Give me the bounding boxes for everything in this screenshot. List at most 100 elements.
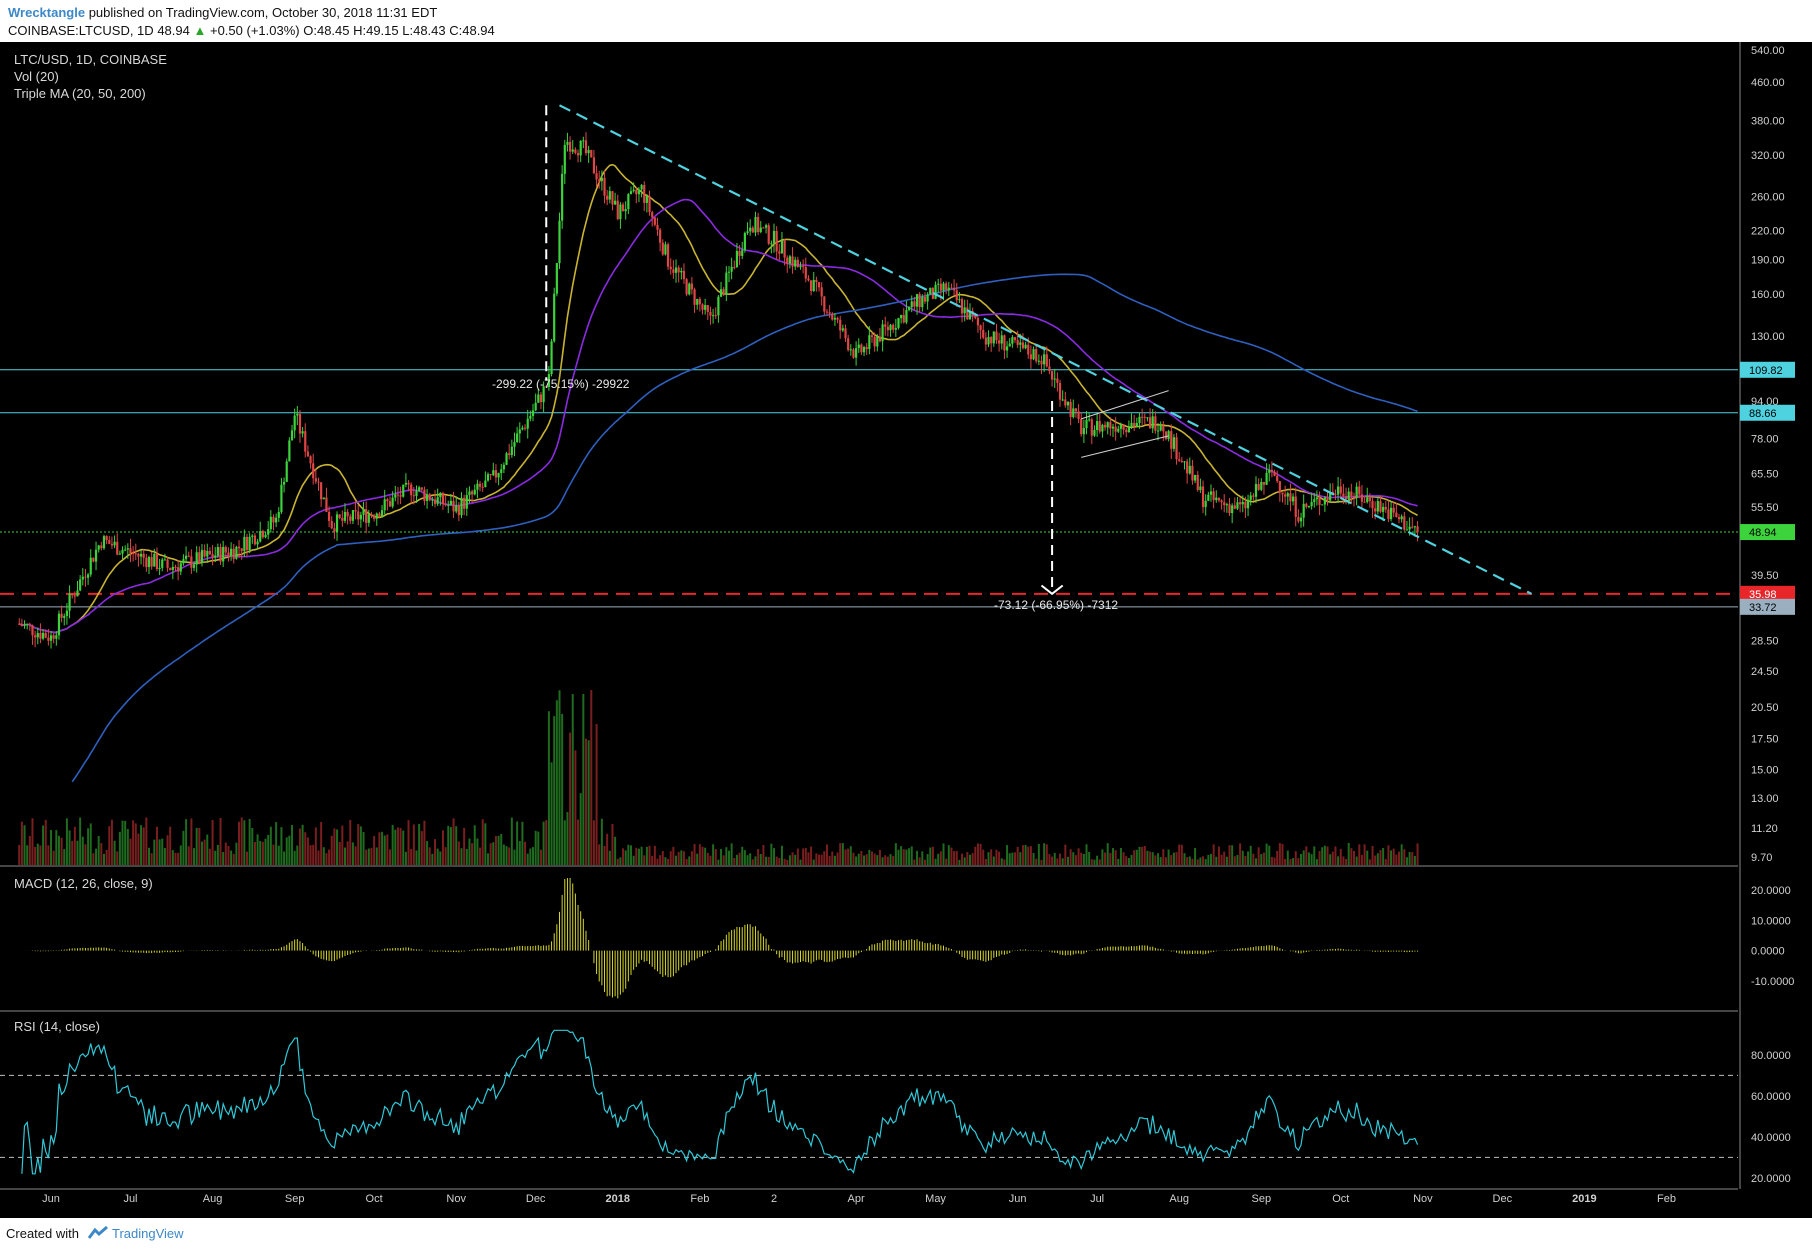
candle-body [1209,491,1213,495]
volume-bar [317,850,320,865]
volume-bar [298,828,301,865]
candle-body [441,492,445,504]
tradingview-brand-link[interactable]: TradingView [112,1226,184,1241]
candle-body [378,513,381,517]
volume-bar [1077,848,1080,865]
volume-bar [1133,850,1136,865]
candle-body [1344,496,1348,500]
volume-bar [42,825,45,865]
candle-body [301,431,304,434]
legend-symbol: LTC/USD, 1D, COINBASE [14,52,167,67]
candle-body [1196,474,1199,490]
candle-body [142,553,145,558]
volume-bar [137,833,140,865]
time-tick: Dec [1493,1193,1513,1205]
volume-bar [89,823,92,865]
volume-bar [81,836,84,865]
volume-bar [108,826,111,865]
candle-body [561,173,564,221]
volume-bar [116,851,119,865]
volume-bar [219,817,222,865]
candle-body [36,633,39,638]
candle-body [592,157,596,174]
volume-bar [1302,850,1305,865]
volume-bar [55,830,58,865]
volume-bar [259,840,262,865]
candle-body [563,144,566,174]
volume-bar [1172,852,1175,865]
volume-bar [1146,850,1149,865]
volume-bar [839,843,842,865]
volume-bar [370,847,373,865]
candle-body [325,497,328,512]
candle-body [1061,399,1064,401]
volume-bar [1289,859,1292,865]
volume-bar [240,817,243,865]
candle-body [635,189,638,195]
candle-body [1090,419,1093,436]
candle-body [1011,337,1014,344]
volume-bar [145,817,148,865]
candle-body [306,451,310,457]
volume-bar [579,793,582,865]
volume-bar [275,822,278,865]
volume-bar [738,852,741,865]
volume-bar [844,849,847,865]
price-tick: 220.00 [1751,225,1785,237]
volume-bar [892,856,895,865]
macd-title: MACD (12, 26, close, 9) [14,876,153,891]
volume-bar [990,849,993,865]
candle-body [494,470,498,478]
candle-body [1125,429,1128,433]
candle-body [918,294,921,308]
volume-bar [675,855,678,865]
volume-bar [452,818,455,865]
volume-bar [1276,851,1279,865]
volume-bar [359,826,362,865]
candle-body [960,299,964,314]
candle-body [375,513,378,519]
level-label: 48.94 [1749,527,1777,539]
volume-bar [1342,856,1345,865]
candle-body [224,546,227,553]
trend-drawings [545,104,1532,596]
volume-bar [672,846,675,865]
volume-bar [224,842,227,865]
volume-bar [471,843,474,865]
volume-bar [182,830,185,865]
volume-bar [1215,856,1218,865]
volume-bar [301,824,304,865]
volume-bar [386,834,389,865]
candle-body [849,349,852,351]
volume-bar [841,843,844,865]
volume-bar [404,851,407,865]
volume-bar [863,855,866,865]
volume-bar [476,838,479,865]
candle-body [460,497,463,516]
volume-bar [126,829,129,865]
candle-body [243,536,246,552]
candle-body [550,341,553,375]
candle-body [1050,371,1054,380]
volume-bar [1040,859,1043,865]
candle-body [1281,492,1284,495]
candle-body [921,296,924,308]
candle-body [52,635,55,639]
volume-bar [913,859,916,865]
volume-bar [542,821,545,865]
volume-bar [1053,852,1056,865]
rise-annotation: -299.22 (-75.15%) -29922 [492,377,630,391]
volume-bar [735,854,738,865]
candle-body [698,298,701,305]
candle-body [402,484,405,497]
macd-tick: -10.0000 [1751,976,1794,988]
volume-bar [97,835,100,865]
time-tick: Nov [446,1193,466,1205]
volume-bar [1345,858,1348,865]
candle-body [184,555,188,560]
author-link[interactable]: Wrecktangle [8,5,86,20]
candle-body [696,298,699,305]
volume-bar [513,849,516,865]
candle-body [1003,335,1006,351]
